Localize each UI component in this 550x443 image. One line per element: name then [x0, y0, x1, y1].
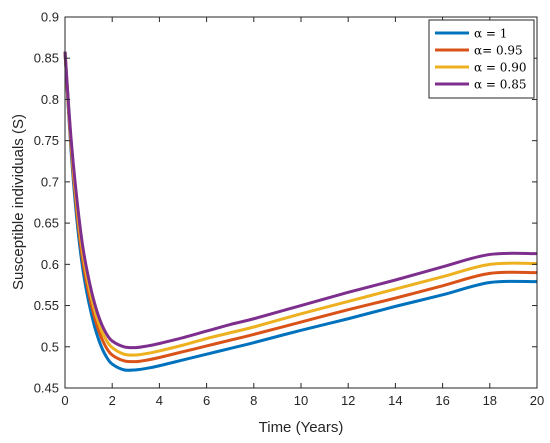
- x-tick-label: 6: [203, 393, 210, 408]
- y-tick-label: 0.8: [41, 92, 59, 107]
- y-tick-label: 0.75: [34, 133, 59, 148]
- legend-label: α = 0.85: [474, 78, 527, 92]
- legend-label: α = 1: [474, 27, 507, 41]
- y-tick-label: 0.55: [34, 298, 59, 313]
- y-tick-label: 0.6: [41, 257, 59, 272]
- y-tick-label: 0.7: [41, 174, 59, 189]
- y-tick-label: 0.65: [34, 216, 59, 231]
- y-tick-label: 0.9: [41, 10, 59, 25]
- x-tick-label: 2: [109, 393, 116, 408]
- y-tick-label: 0.45: [34, 381, 59, 396]
- x-axis-label: Time (Years): [259, 419, 344, 436]
- x-tick-label: 20: [530, 393, 544, 408]
- x-tick-label: 14: [388, 393, 402, 408]
- tick-labels: 0 2 4 6 8 10 12 14 16 18 20 0.45 0.5 0.55 0.6 0.65 0.7 0.…: [34, 10, 545, 409]
- axes: [64, 16, 538, 389]
- legend-label: α = 0.90: [474, 61, 527, 75]
- x-tick-label: 10: [294, 393, 308, 408]
- x-tick-label: 0: [61, 393, 68, 408]
- x-tick-label: 8: [250, 393, 257, 408]
- series-line-1: [63, 51, 538, 372]
- legend: α = 1 α= 0.95 α = 0.90 α = 0.85: [428, 19, 535, 99]
- x-tick-label: 4: [156, 393, 163, 408]
- legend-label: α= 0.95: [474, 44, 523, 58]
- y-tick-label: 0.5: [41, 339, 59, 354]
- x-tick-label: 12: [341, 393, 355, 408]
- series-line-4: [63, 51, 538, 350]
- series-layer: [63, 51, 538, 372]
- y-axis-label: Susceptible individuals (S): [10, 114, 27, 290]
- x-tick-label: 18: [483, 393, 497, 408]
- x-tick-label: 16: [435, 393, 449, 408]
- y-tick-label: 0.85: [34, 51, 59, 66]
